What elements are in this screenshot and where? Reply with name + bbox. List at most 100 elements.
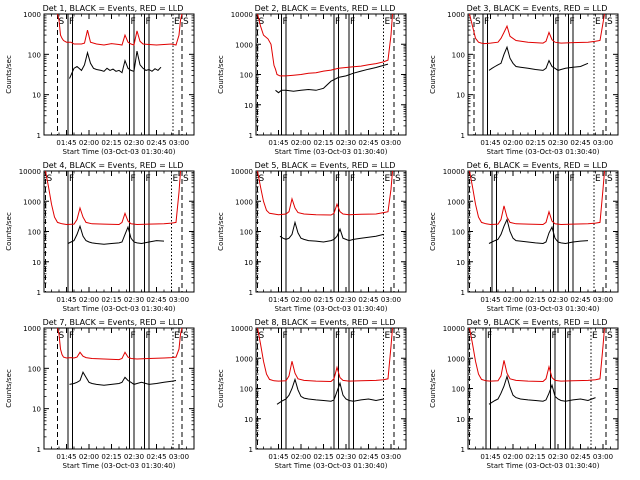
y-tick-label: 100 xyxy=(240,229,253,237)
x-tick-label: 02:00 xyxy=(291,453,311,461)
series-line-events xyxy=(279,220,384,243)
chart-title: Det 8, BLACK = Events, RED = LLD xyxy=(255,318,396,327)
x-tick-label: 02:00 xyxy=(79,296,99,304)
plot-frame xyxy=(43,327,195,450)
y-tick-label: 10000 xyxy=(443,168,465,176)
plot-frame xyxy=(467,13,619,136)
plot-frame xyxy=(43,13,195,136)
x-tick-label: 03:00 xyxy=(169,453,189,461)
marker-label-s: S xyxy=(259,174,265,184)
marker-label-f: F xyxy=(570,174,575,184)
x-axis-label: Start Time (03-Oct-03 01:30:40) xyxy=(487,462,600,470)
x-tick-label: 02:00 xyxy=(503,296,523,304)
x-tick-label: 02:45 xyxy=(570,139,590,147)
marker-label-s: S xyxy=(475,17,481,27)
marker-label-s: S xyxy=(59,331,65,341)
chart-title: Det 5, BLACK = Events, RED = LLD xyxy=(255,161,396,170)
marker-label-e: E xyxy=(385,17,391,27)
marker-label-f: F xyxy=(570,17,575,27)
x-tick-label: 03:00 xyxy=(169,296,189,304)
chart-panel-3: Det 3, BLACK = Events, RED = LLD 1 10 100 10… xyxy=(429,4,619,156)
x-tick-label: 01:45 xyxy=(56,139,76,147)
x-tick-label: 02:15 xyxy=(525,139,545,147)
y-axis-label: Counts/sec xyxy=(5,212,13,251)
x-tick-label: 02:15 xyxy=(101,139,121,147)
marker-label-s: S xyxy=(395,17,401,27)
series-line-lld xyxy=(57,327,183,361)
y-tick-label: 1 xyxy=(37,132,41,140)
x-tick-label: 03:00 xyxy=(381,453,401,461)
x-tick-label: 02:45 xyxy=(146,453,166,461)
x-tick-label: 02:00 xyxy=(79,453,99,461)
x-tick-label: 02:15 xyxy=(313,453,333,461)
x-tick-label: 02:00 xyxy=(503,139,523,147)
chart-panel-2: Det 2, BLACK = Events, RED = LLD 1 10 100 10… xyxy=(217,4,407,156)
y-tick-label: 10 xyxy=(244,259,253,267)
y-tick-label: 1 xyxy=(249,446,253,454)
x-tick-label: 01:45 xyxy=(56,453,76,461)
y-tick-label: 100 xyxy=(240,386,253,394)
marker-label-e: E xyxy=(592,331,598,341)
x-tick-label: 02:30 xyxy=(336,453,356,461)
y-tick-label: 100 xyxy=(240,72,253,80)
chart-panel-7: Det 7, BLACK = Events, RED = LLD 1 10 100 10… xyxy=(5,318,195,470)
x-tick-label: 02:15 xyxy=(101,453,121,461)
y-tick-label: 1 xyxy=(461,132,465,140)
chart-panel-5: Det 5, BLACK = Events, RED = LLD 1 10 100 10… xyxy=(217,161,407,313)
marker-label-s: S xyxy=(471,331,477,341)
marker-label-f: F xyxy=(350,174,355,184)
chart-panel-9: Det 9, BLACK = Events, RED = LLD 1 10 100 10… xyxy=(429,318,619,470)
x-axis-label: Start Time (03-Oct-03 01:30:40) xyxy=(275,148,388,156)
chart-title: Det 7, BLACK = Events, RED = LLD xyxy=(43,318,184,327)
x-tick-label: 02:15 xyxy=(313,296,333,304)
x-axis-label: Start Time (03-Oct-03 01:30:40) xyxy=(63,462,176,470)
y-tick-label: 100 xyxy=(28,229,41,237)
marker-label-s: S xyxy=(395,174,401,184)
x-tick-label: 02:00 xyxy=(291,139,311,147)
series-line-events xyxy=(69,371,177,386)
marker-label-e: E xyxy=(385,174,391,184)
marker-label-f: F xyxy=(335,174,340,184)
marker-label-e: E xyxy=(174,17,180,27)
plot-frame xyxy=(467,170,619,293)
x-tick-label: 01:45 xyxy=(268,139,288,147)
marker-label-f: F xyxy=(69,331,74,341)
y-tick-label: 1000 xyxy=(447,11,465,19)
y-axis-label: Counts/sec xyxy=(217,212,225,251)
marker-label-f: F xyxy=(567,331,572,341)
marker-label-f: F xyxy=(131,17,136,27)
series-line-lld xyxy=(257,170,393,216)
marker-label-f: F xyxy=(131,331,136,341)
y-axis-label: Counts/sec xyxy=(217,369,225,408)
x-tick-label: 01:45 xyxy=(56,296,76,304)
series-line-events xyxy=(67,224,165,245)
series-line-lld xyxy=(257,13,393,77)
y-tick-label: 100 xyxy=(452,229,465,237)
x-tick-label: 03:00 xyxy=(381,139,401,147)
marker-label-f: F xyxy=(283,331,288,341)
marker-label-f: F xyxy=(69,17,74,27)
x-tick-label: 02:45 xyxy=(570,296,590,304)
x-axis-label: Start Time (03-Oct-03 01:30:40) xyxy=(275,305,388,313)
x-tick-label: 02:00 xyxy=(503,453,523,461)
marker-label-f: F xyxy=(555,17,560,27)
chart-panel-8: Det 8, BLACK = Events, RED = LLD 1 10 100 10… xyxy=(217,318,407,470)
marker-label-e: E xyxy=(385,331,391,341)
x-tick-label: 02:45 xyxy=(146,139,166,147)
marker-label-f: F xyxy=(335,331,340,341)
x-tick-label: 02:45 xyxy=(358,453,378,461)
x-tick-label: 02:00 xyxy=(79,139,99,147)
y-tick-label: 1 xyxy=(249,289,253,297)
y-tick-label: 1000 xyxy=(235,355,253,363)
y-tick-label: 100 xyxy=(452,51,465,59)
x-tick-label: 02:15 xyxy=(525,453,545,461)
marker-label-s: S xyxy=(59,17,65,27)
marker-label-f: F xyxy=(335,17,340,27)
x-axis-label: Start Time (03-Oct-03 01:30:40) xyxy=(487,305,600,313)
y-tick-label: 10 xyxy=(32,92,41,100)
x-tick-label: 02:30 xyxy=(548,139,568,147)
y-tick-label: 10 xyxy=(32,259,41,267)
x-tick-label: 02:45 xyxy=(146,296,166,304)
y-tick-label: 1000 xyxy=(447,355,465,363)
